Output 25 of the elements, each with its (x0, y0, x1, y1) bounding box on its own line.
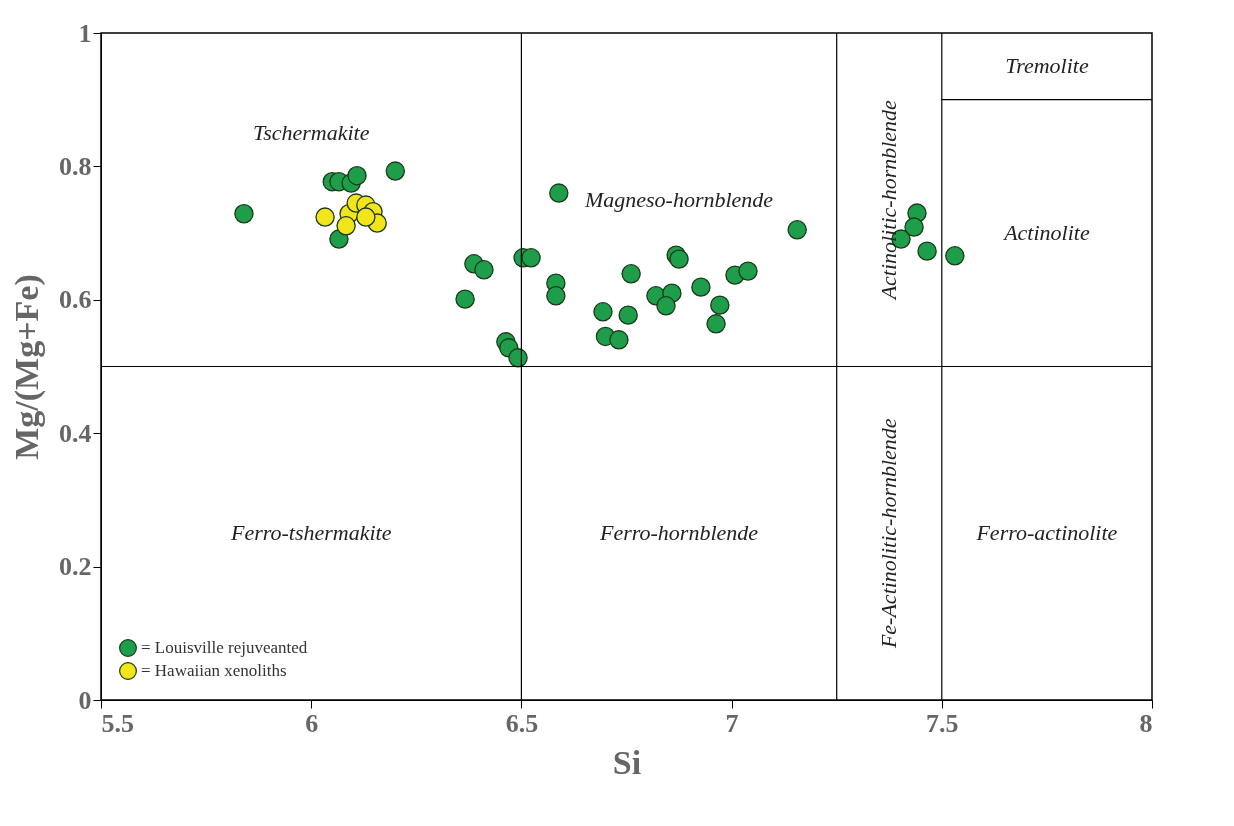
annotation: Ferro-hornblende (599, 520, 759, 546)
annotation: Ferro-actinolite (975, 520, 1118, 546)
y-tick-label: 0.6 (59, 285, 92, 315)
annotation: Fe-Actinolitic-hornblende (876, 418, 902, 650)
x-tick-label: 7.5 (926, 708, 959, 738)
x-tick-label: 6.5 (505, 708, 539, 738)
y-tick-label: 0.2 (59, 552, 92, 582)
y-tick-label: 0.8 (59, 151, 92, 181)
annotation: Actinolite (1002, 220, 1090, 246)
x-axis-title: Si (612, 743, 642, 781)
x-tick-label: 6 (305, 708, 319, 738)
y-axis-title: Mg/(Mg+Fe) (8, 274, 46, 460)
annotation: Actinolitic-hornblende (876, 99, 902, 302)
x-tick-label: 5.5 (101, 708, 134, 738)
y-tick-label: 1 (78, 18, 92, 48)
legend-label: = Hawaiian xenoliths (141, 661, 287, 680)
annotation: Tschermakite (252, 120, 370, 146)
y-tick-label: 0 (78, 685, 92, 715)
annotation: Tremolite (1005, 53, 1089, 79)
x-tick-label: 8 (1139, 708, 1153, 738)
y-tick-label: 0.4 (59, 418, 92, 448)
x-tick-label: 7 (725, 708, 739, 738)
annotation: Magneso-hornblende (583, 186, 774, 212)
annotation: Ferro-tshermakite (229, 520, 392, 546)
legend-label: = Louisville rejuveanted (141, 638, 308, 657)
